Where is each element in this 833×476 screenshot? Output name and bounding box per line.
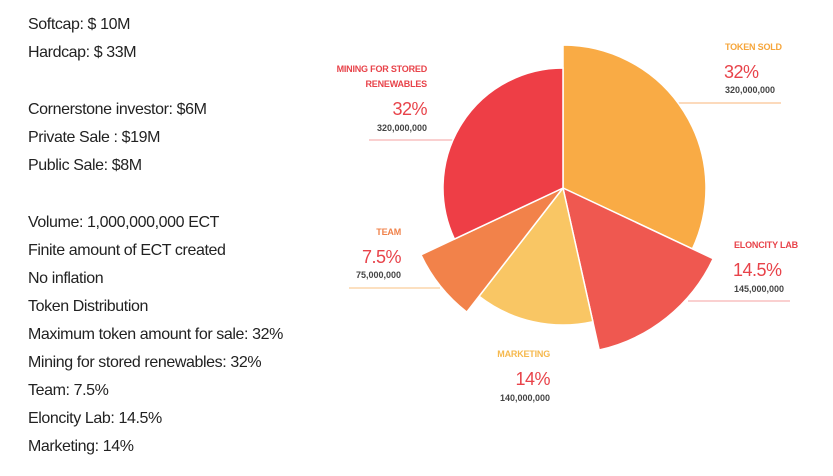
inflation-text: No inflation [28,270,104,287]
label-eloncity: ELONCITY LAB [734,240,798,250]
pct-marketing: 14% [515,369,550,389]
amount-mining: 320,000,000 [376,123,427,133]
pct-mining: 32% [392,99,427,119]
slice-token-sold [562,44,707,250]
amount-eloncity: 145,000,000 [734,284,785,294]
eloncity-text: Eloncity Lab: 14.5% [28,410,162,427]
label-mining-line2: RENEWABLES [365,79,427,89]
softcap-text: Softcap: $ 10M [28,16,131,33]
finite-text: Finite amount of ECT created [28,242,226,259]
label-mining: MINING FOR STORED RENEWABLES [336,62,428,92]
pct-team: 7.5% [361,247,402,267]
slice-eloncity-lab [561,186,715,351]
distribution-heading: Token Distribution [28,298,148,315]
hardcap-text: Hardcap: $ 33M [28,44,137,61]
public-sale-text: Public Sale: $8M [28,157,142,174]
volume-text: Volume: 1,000,000,000 ECT [28,214,220,231]
private-sale-text: Private Sale : $19M [28,129,161,146]
label-token-sold: TOKEN SOLD [725,42,782,52]
marketing-text: Marketing: 14% [28,438,134,455]
pct-eloncity: 14.5% [733,260,782,280]
pct-token-sold: 32% [724,62,759,82]
slice-marketing [477,186,594,326]
amount-marketing: 140,000,000 [499,393,550,403]
cornerstone-text: Cornerstone investor: $6M [28,101,207,118]
label-mining-line1: MINING FOR STORED [336,64,428,74]
label-marketing: MARKETING [497,349,550,359]
amount-token-sold: 320,000,000 [725,85,776,95]
mining-text: Mining for stored renewables: 32% [28,354,262,371]
amount-team: 75,000,000 [355,270,401,280]
slice-team [419,187,564,314]
max-sale-text: Maximum token amount for sale: 32% [28,326,283,343]
team-text: Team: 7.5% [28,382,109,399]
slice-mining [442,67,564,241]
label-team: TEAM [376,227,401,237]
